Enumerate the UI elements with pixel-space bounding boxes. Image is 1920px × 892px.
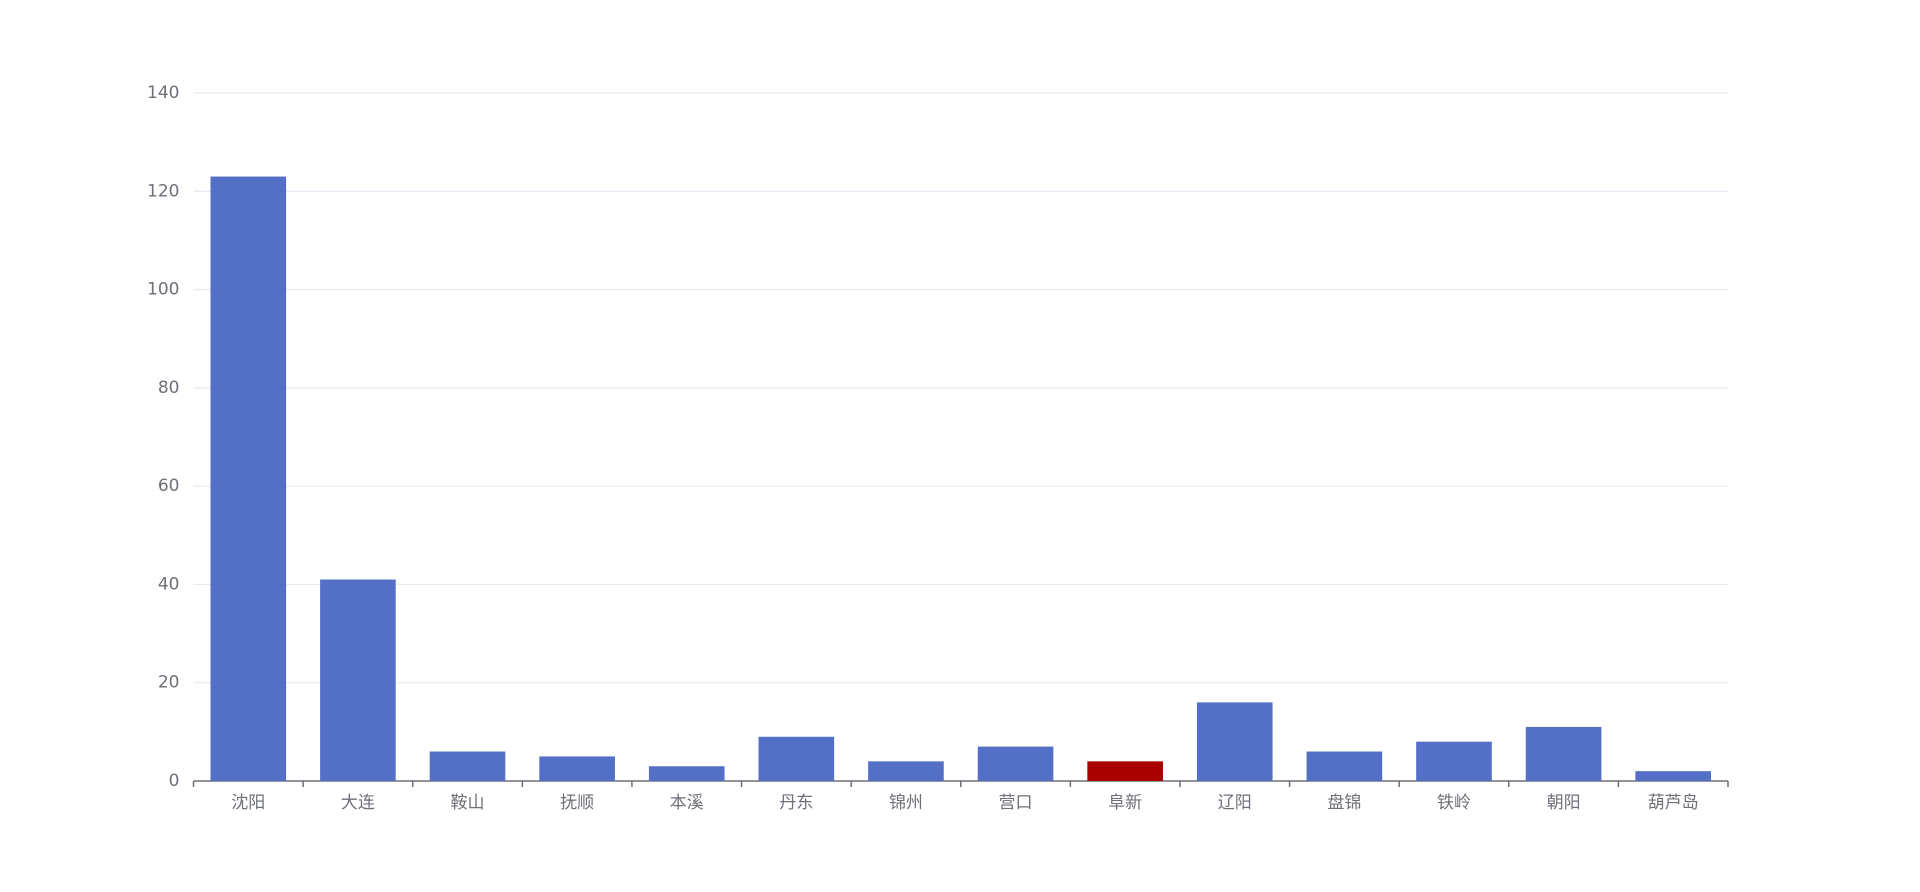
y-tick-label: 60: [158, 476, 180, 496]
bar: [1087, 761, 1163, 781]
bar: [1196, 702, 1273, 781]
bar: [868, 761, 944, 781]
x-tick-label: 盘锦: [1327, 793, 1361, 813]
bar: [210, 176, 287, 782]
x-tick-label: 营口: [999, 793, 1033, 813]
x-tick-label: 本溪: [670, 793, 704, 813]
y-tick-label: 100: [147, 280, 179, 300]
bar: [1306, 751, 1383, 781]
y-tick-label: 120: [147, 181, 179, 201]
y-tick-label: 20: [158, 673, 180, 693]
x-tick-label: 辽阳: [1218, 793, 1252, 813]
x-tick-label: 丹东: [779, 793, 813, 813]
x-tick-label: 阜新: [1108, 793, 1142, 813]
x-tick-label: 沈阳: [231, 793, 265, 813]
x-tick-label: 铁岭: [1437, 793, 1471, 813]
x-tick-label: 锦州: [889, 793, 923, 813]
x-tick-label: 葫芦岛: [1648, 793, 1699, 813]
bar: [1525, 726, 1602, 781]
bar: [539, 756, 615, 781]
x-tick-label: 鞍山: [451, 793, 485, 813]
y-tick-label: 0: [169, 771, 180, 791]
bar: [320, 579, 396, 781]
bar: [758, 736, 835, 781]
x-tick-label: 朝阳: [1547, 793, 1581, 813]
y-tick-label: 80: [158, 378, 180, 398]
bar: [648, 766, 725, 781]
x-tick-label: 抚顺: [560, 793, 594, 813]
bar: [977, 746, 1054, 781]
bar: [1635, 771, 1712, 781]
bar: [429, 751, 506, 781]
bar: [1416, 741, 1492, 781]
x-tick-label: 大连: [341, 793, 375, 813]
y-tick-label: 140: [147, 83, 179, 103]
y-tick-label: 40: [158, 574, 180, 594]
